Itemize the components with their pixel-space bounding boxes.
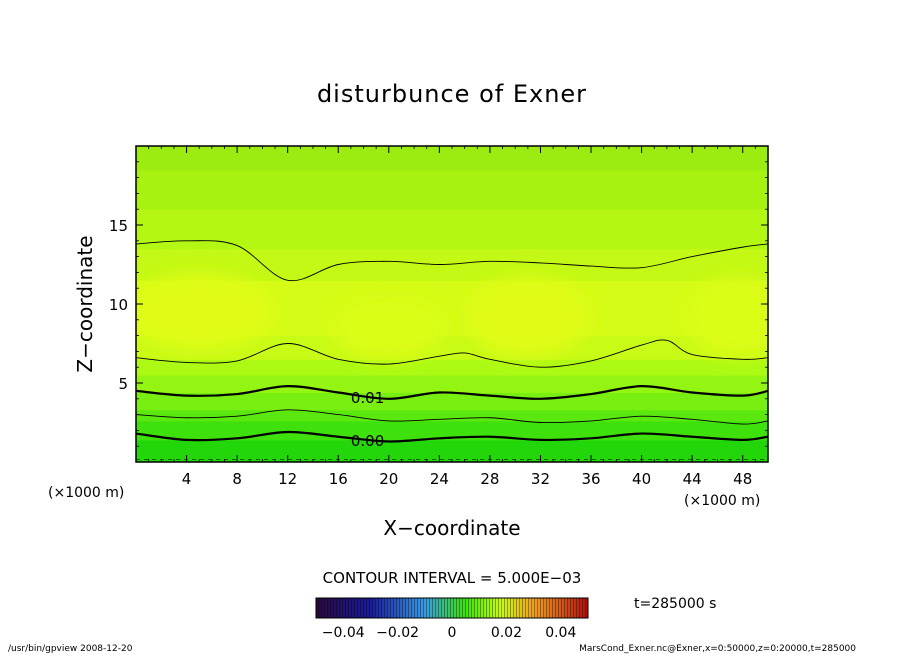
x-tick-label: 16 [329,470,348,488]
field-maximum-3 [685,277,768,357]
y-tick-label: 10 [109,296,128,314]
contour-label-text: 0.00 [351,432,384,450]
field-maximum-1 [331,296,446,360]
contour-line-3 [136,339,768,368]
x-unit-right: (×1000 m) [684,493,760,509]
contour-label-0: 0.01 [351,389,384,407]
field-band-2 [136,409,768,422]
contour-label-1: 0.00 [351,432,384,450]
x-axis-ticks: 4 8 12 16 20 24 28 32 36 40 44 48 [148,146,756,488]
x-tick-label: 24 [430,470,449,488]
colorbar-tick-label: 0 [448,625,457,641]
x-tick-label: 32 [531,470,550,488]
field-band-3 [136,392,768,411]
field-band-5 [136,359,768,376]
field-band-8 [136,248,768,281]
field-band-11 [136,146,768,171]
y-tick-label: 5 [118,375,128,393]
x-axis-label: X−coordinate [383,516,520,540]
x-tick-label: 4 [182,470,192,488]
time-label: t=285000 s [634,596,716,612]
y-axis-label: Z−coordinate [73,235,97,372]
field-band-4 [136,375,768,393]
contour-labels: 0.01 0.00 [351,389,384,450]
x-unit-left: (×1000 m) [48,485,124,501]
x-tick-label: 12 [278,470,297,488]
x-tick-label: 44 [683,470,702,488]
y-axis-ticks: 5 10 15 [109,161,768,447]
x-tick-label: 36 [581,470,600,488]
colorbar-tick-label: −0.04 [322,625,365,641]
footer-left: /usr/bin/gpview 2008-12-20 [8,644,133,654]
x-tick-label: 8 [232,470,242,488]
field-maximum-0 [136,273,276,350]
field-band-0 [136,439,768,462]
field-band-10 [136,169,768,210]
x-tick-label: 48 [733,470,752,488]
colorbar [315,597,589,619]
y-tick-label: 15 [109,217,128,235]
colorbar-tick-label: 0.04 [545,625,576,641]
field-band-9 [136,209,768,250]
colorbar-ticks: −0.04 −0.02 0 0.02 0.04 [322,625,577,641]
footer-right: MarsCond_Exner.nc@Exner,x=0:50000,z=0:20… [579,644,856,654]
chart-title: disturbunce of Exner [317,80,587,108]
contour-label-text: 0.01 [351,389,384,407]
contour-line-2 [136,385,768,400]
colorbar-tick-label: 0.02 [491,625,522,641]
contour-line-4 [136,240,768,282]
contour-line-0 [136,430,768,443]
contour-line-1 [136,409,768,425]
x-tick-label: 40 [632,470,651,488]
colorbar-tick-label: −0.02 [376,625,419,641]
field-maximum-2 [464,277,592,357]
contour-interval: CONTOUR INTERVAL = 5.000E−03 [323,569,582,587]
x-tick-label: 28 [480,470,499,488]
field-maxima [136,273,768,360]
x-tick-label: 20 [379,470,398,488]
